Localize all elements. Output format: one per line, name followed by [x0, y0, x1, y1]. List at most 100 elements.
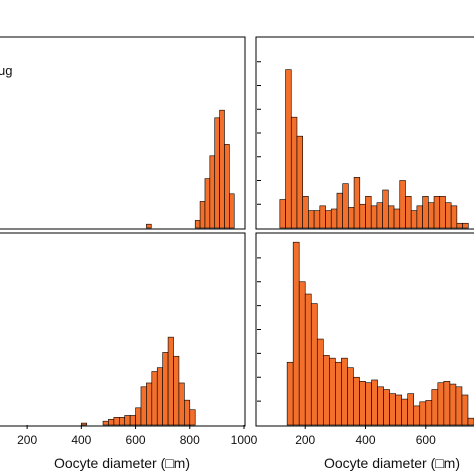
bar-bottom-left-2: [108, 418, 115, 426]
bar-top-right-20: [393, 208, 401, 229]
bar-bottom-right-20: [407, 393, 415, 426]
xtick-label-bottom-right-2: 600: [416, 433, 436, 447]
bar-bottom-right-30: [467, 417, 474, 426]
bar-bottom-right-0: [286, 361, 294, 426]
bar-bottom-right-25: [437, 382, 445, 426]
panel-top-right-bars: [279, 69, 469, 229]
bar-bottom-right-29: [461, 394, 469, 426]
panel-bottom-right: 200 400 600 Oocyte diameter (□m): [255, 232, 474, 471]
bar-bottom-right-26: [443, 381, 451, 426]
bar-top-right-1: [285, 69, 292, 229]
bar-bottom-left-1: [102, 420, 109, 426]
bar-bottom-left-12: [162, 352, 169, 426]
bar-bottom-right-12: [359, 381, 366, 426]
xtick-label-bottom-right-0: 200: [295, 433, 315, 447]
bar-top-right-29: [445, 202, 452, 229]
bar-bottom-left-10: [151, 371, 158, 426]
bar-top-right-31: [456, 222, 463, 229]
bar-bottom-right-3: [304, 293, 312, 426]
xtick-label-bottom-left-2: 600: [126, 433, 146, 447]
bar-top-right-28: [439, 196, 446, 229]
bar-bottom-right-16: [383, 389, 390, 426]
bar-bottom-left-16: [184, 399, 191, 426]
panel-bottom-left: 200 400 600 800 1000 Oocyte diameter (□m): [0, 232, 258, 471]
bar-top-right-14: [359, 203, 366, 229]
bar-bottom-right-6: [323, 355, 330, 426]
bar-bottom-right-7: [329, 357, 336, 426]
bar-top-right-4: [302, 196, 309, 229]
bar-bottom-right-11: [353, 376, 360, 426]
bar-bottom-right-4: [310, 303, 318, 426]
bar-top-right-23: [410, 210, 418, 229]
bar-top-right-7: [319, 205, 326, 229]
bar-top-right-25: [422, 196, 429, 229]
bar-top-right-10: [336, 192, 343, 229]
panel-bottom-left-xticks: 200 400 600 800 1000: [17, 425, 258, 447]
bar-top-right-17: [376, 202, 383, 229]
bar-top-left-1: [194, 220, 201, 229]
bar-top-right-27: [433, 196, 441, 229]
bar-top-left-4: [209, 155, 216, 229]
bar-bottom-right-21: [413, 405, 421, 426]
xtick-label-bottom-left-0: 200: [17, 433, 37, 447]
panel-bottom-left-bars: [81, 336, 196, 426]
bar-bottom-right-22: [419, 401, 427, 426]
bar-top-right-30: [450, 205, 458, 229]
bar-bottom-left-17: [189, 409, 196, 426]
bar-bottom-right-1: [292, 241, 300, 426]
bar-top-right-26: [428, 202, 435, 229]
bar-top-right-6: [313, 210, 321, 229]
bar-top-left-2: [199, 201, 206, 229]
bar-top-right-3: [296, 135, 303, 229]
bar-bottom-left-0: [81, 422, 88, 426]
panel-top-right-frame: [255, 36, 474, 230]
panel-top-left-bars: [146, 109, 235, 229]
bar-top-left-3: [204, 178, 211, 229]
bar-top-right-0: [279, 199, 286, 229]
bar-bottom-right-19: [401, 398, 409, 426]
bar-bottom-left-13: [167, 336, 174, 426]
panel-bottom-right-xlabel: Oocyte diameter (□m): [324, 455, 460, 471]
bar-top-right-18: [382, 189, 389, 229]
bar-bottom-left-8: [140, 386, 147, 426]
bar-bottom-left-7: [135, 407, 142, 426]
panel-bottom-right-yticks: [257, 257, 261, 402]
bar-bottom-right-23: [425, 400, 433, 426]
bar-bottom-right-17: [389, 393, 396, 426]
bar-top-right-15: [365, 196, 372, 229]
bar-bottom-left-11: [156, 367, 163, 426]
xtick-label-bottom-left-4: 1000: [231, 433, 258, 447]
panel-bottom-left-frame: [0, 232, 246, 427]
bar-bottom-left-4: [118, 417, 126, 426]
bar-bottom-right-13: [365, 382, 372, 426]
bar-bottom-left-9: [146, 382, 153, 426]
bar-bottom-left-14: [173, 355, 180, 426]
bar-bottom-right-28: [455, 386, 463, 426]
panel-top-right-yticks: [257, 61, 261, 205]
bar-bottom-left-6: [129, 415, 136, 426]
bar-top-right-12: [348, 207, 355, 229]
bar-top-right-11: [342, 183, 349, 229]
bar-top-right-21: [399, 180, 406, 229]
panel-top-left-label: ug: [0, 63, 12, 78]
panel-bottom-left-xlabel: Oocyte diameter (□m): [54, 455, 190, 471]
bar-bottom-right-15: [377, 386, 384, 426]
bar-top-right-24: [416, 205, 423, 229]
bar-top-left-5: [214, 117, 220, 229]
bar-bottom-left-5: [124, 415, 131, 426]
bar-bottom-right-5: [316, 338, 324, 426]
bar-bottom-right-10: [347, 367, 354, 426]
bar-top-right-19: [388, 205, 395, 229]
bar-bottom-left-15: [178, 382, 185, 426]
panel-bottom-right-xticks: 200 400 600: [295, 425, 436, 447]
bar-top-left-0: [146, 223, 152, 229]
bar-top-left-7: [224, 144, 230, 229]
panel-top-right: [255, 36, 474, 230]
bar-bottom-left-3: [113, 417, 120, 426]
bar-top-right-5: [308, 210, 315, 229]
bar-top-right-2: [290, 116, 298, 229]
bar-top-right-16: [370, 205, 378, 229]
bar-top-right-32: [462, 222, 469, 229]
bar-bottom-right-24: [431, 389, 439, 426]
